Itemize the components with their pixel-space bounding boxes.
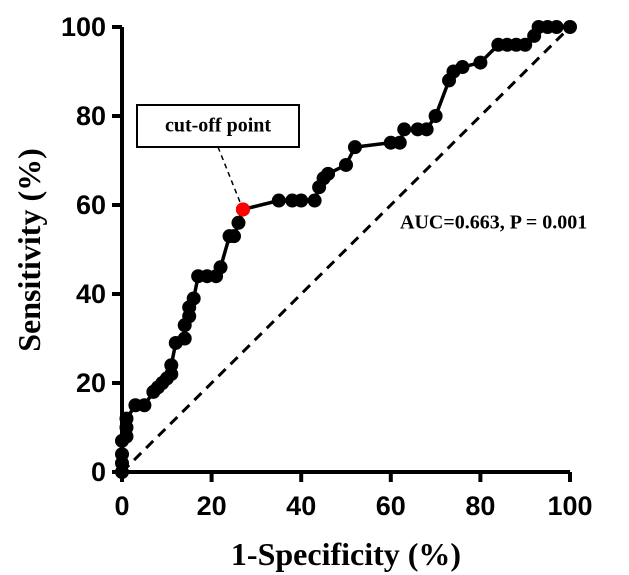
point — [473, 55, 488, 70]
point — [563, 20, 577, 34]
y-axis-title: Sensitivity (%) — [11, 148, 47, 352]
point — [294, 193, 309, 208]
cutoff-point — [235, 202, 250, 217]
y-tick-label: 0 — [91, 457, 106, 487]
point — [137, 398, 152, 413]
point — [227, 229, 241, 244]
point — [115, 447, 129, 462]
point — [177, 331, 192, 346]
cutoff-box — [136, 104, 300, 148]
auc-annotation: AUC=0.663, P = 0.001 — [400, 212, 587, 234]
point — [419, 122, 434, 137]
y-tick-label: 40 — [76, 279, 106, 309]
point — [321, 166, 336, 181]
point — [549, 20, 564, 34]
x-tick-label: 100 — [547, 491, 592, 521]
point — [397, 122, 412, 137]
x-tick-label: 0 — [114, 491, 129, 521]
point — [347, 140, 362, 155]
x-tick-label: 80 — [465, 491, 495, 521]
point — [213, 260, 228, 275]
x-axis-title: 1-Specificity (%) — [231, 536, 461, 572]
point — [339, 157, 353, 172]
point — [119, 411, 134, 426]
x-tick-label: 20 — [197, 491, 227, 521]
point — [186, 291, 201, 306]
point — [518, 37, 533, 52]
y-tick-label: 100 — [61, 12, 106, 42]
point — [271, 193, 286, 208]
point — [164, 358, 179, 373]
cutoff-leader — [217, 146, 244, 210]
point — [392, 135, 407, 150]
reference-line — [120, 25, 572, 474]
point — [231, 215, 246, 230]
point — [455, 60, 470, 75]
y-tick-label: 20 — [76, 368, 106, 398]
point — [307, 193, 322, 208]
y-tick-label: 80 — [76, 101, 106, 131]
y-tick-label: 60 — [76, 190, 106, 220]
x-tick-label: 40 — [286, 491, 316, 521]
x-tick-label: 60 — [376, 491, 406, 521]
point — [428, 109, 443, 123]
cutoff-label: cut-off point — [165, 115, 271, 137]
